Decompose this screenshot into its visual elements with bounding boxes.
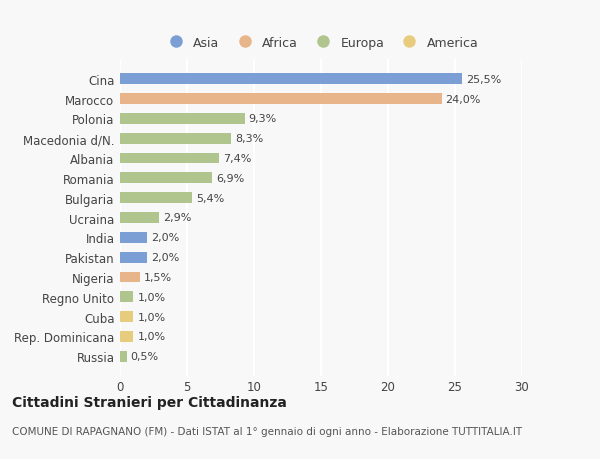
Text: 7,4%: 7,4% [223, 154, 251, 164]
Text: 9,3%: 9,3% [248, 114, 277, 124]
Bar [120, 292, 133, 302]
Bar [120, 134, 231, 144]
Text: 6,9%: 6,9% [217, 174, 245, 184]
Text: 24,0%: 24,0% [446, 94, 481, 104]
Bar [120, 114, 245, 124]
Text: 8,3%: 8,3% [235, 134, 263, 144]
Text: Cittadini Stranieri per Cittadinanza: Cittadini Stranieri per Cittadinanza [12, 395, 287, 409]
Text: 1,0%: 1,0% [137, 292, 166, 302]
Bar [120, 312, 133, 322]
Bar [120, 331, 133, 342]
Text: 1,0%: 1,0% [137, 332, 166, 342]
Bar [120, 252, 147, 263]
Bar [120, 173, 212, 184]
Bar [120, 193, 193, 204]
Text: COMUNE DI RAPAGNANO (FM) - Dati ISTAT al 1° gennaio di ogni anno - Elaborazione : COMUNE DI RAPAGNANO (FM) - Dati ISTAT al… [12, 426, 522, 436]
Bar [120, 213, 159, 224]
Bar [120, 232, 147, 243]
Text: 25,5%: 25,5% [466, 74, 501, 84]
Bar [120, 272, 140, 283]
Legend: Asia, Africa, Europa, America: Asia, Africa, Europa, America [161, 34, 481, 52]
Bar [120, 94, 442, 105]
Text: 2,0%: 2,0% [151, 252, 179, 263]
Bar [120, 351, 127, 362]
Text: 2,9%: 2,9% [163, 213, 191, 223]
Text: 2,0%: 2,0% [151, 233, 179, 243]
Text: 5,4%: 5,4% [196, 193, 224, 203]
Text: 0,5%: 0,5% [131, 352, 159, 362]
Text: 1,5%: 1,5% [144, 272, 172, 282]
Bar [120, 153, 219, 164]
Text: 1,0%: 1,0% [137, 312, 166, 322]
Bar [120, 74, 462, 85]
